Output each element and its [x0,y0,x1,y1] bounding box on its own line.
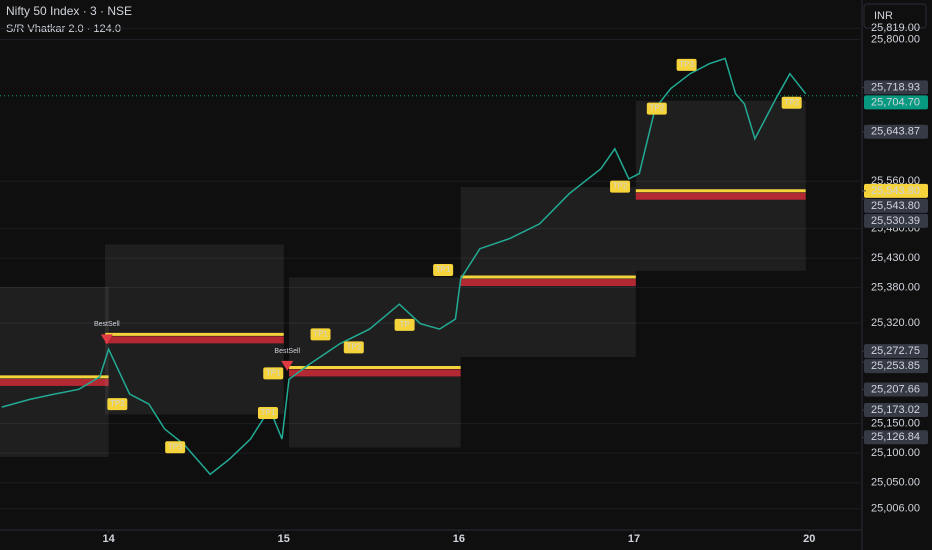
y-tick-label: 25,430.00 [871,252,920,264]
price-marker-label: 25,704.70 [871,96,920,108]
price-marker-label: 25,253.85 [871,360,920,372]
zone-box [289,277,461,448]
target-label: TP [399,320,409,329]
x-tick-label: 20 [803,533,815,545]
target-box [433,263,454,276]
zone-band [0,378,109,386]
indicator-title: S/R Vhatkar 2.0 · 124.0 [6,23,121,35]
y-tick-label: 25,320.00 [871,317,920,329]
target-box [257,406,278,419]
target-box [610,180,631,193]
signal-marker [281,360,294,371]
zone-band [635,192,806,200]
price-marker-label: 25,543.80 [871,185,920,197]
target-label: TP2 [613,182,628,191]
zone-band [460,279,636,287]
price-marker [864,344,928,359]
x-tick-label: 16 [453,533,465,545]
y-tick-label: 25,050.00 [871,477,920,489]
price-marker [864,359,928,374]
price-marker [864,430,928,445]
y-tick-label: 25,006.00 [871,503,920,515]
y-tick-label: 25,800.00 [871,33,920,45]
signal-label: BestSell [94,321,120,328]
y-tick-label: 25,819.00 [871,22,920,34]
zone-box [635,100,806,271]
price-marker [864,213,928,228]
zone-box [0,286,109,457]
price-marker [864,124,928,139]
target-label: TP1 [261,408,276,417]
price-marker-label: 25,207.66 [871,383,920,395]
price-marker [864,403,928,418]
target-label: TP2 [649,104,664,113]
y-tick-label: 25,150.00 [871,418,920,430]
zone-band [289,369,461,377]
zone-band [105,336,284,344]
target-box [263,367,284,380]
target-label: TP1 [266,368,281,377]
price-marker [864,198,928,213]
symbol-title: Nifty 50 Index · 3 · NSE [6,4,132,18]
price-marker [864,95,928,110]
x-tick-label: 17 [628,533,640,545]
price-marker [864,183,928,198]
target-label: TP2 [110,399,125,408]
target-box [781,96,802,109]
price-marker-label: 25,530.39 [871,215,920,227]
currency-label[interactable]: INR [874,10,893,22]
price-marker-label: 25,718.93 [871,81,920,93]
zone-box [460,187,636,358]
x-tick-label: 15 [278,533,290,545]
x-tick-label: 14 [102,533,115,545]
currency-button[interactable] [863,3,927,29]
target-box [165,441,186,454]
target-box [646,102,667,115]
target-label: TP1 [436,265,451,274]
target-label: TP2 [346,342,361,351]
price-marker-label: 25,272.75 [871,345,920,357]
price-marker-label: 25,643.87 [871,126,920,138]
price-line [1,57,807,476]
signal-marker [100,334,113,345]
y-tick-label: 25,100.00 [871,447,920,459]
target-label: TP2 [784,98,799,107]
target-label: TP3 [679,60,694,69]
target-label: TP3 [168,442,183,451]
target-box [343,341,364,354]
target-box [394,318,415,331]
zone-box [105,244,284,415]
signal-label: BestSell [274,348,300,355]
price-marker-label: 25,543.80 [871,200,920,212]
price-marker [864,80,928,95]
target-box [107,398,128,411]
price-marker-label: 25,173.02 [871,404,920,416]
target-label: TP1 [313,329,328,338]
target-box [310,328,331,341]
price-marker [864,382,928,397]
target-box [676,58,697,71]
y-tick-label: 25,380.00 [871,282,920,294]
price-marker-label: 25,126.84 [871,431,920,443]
